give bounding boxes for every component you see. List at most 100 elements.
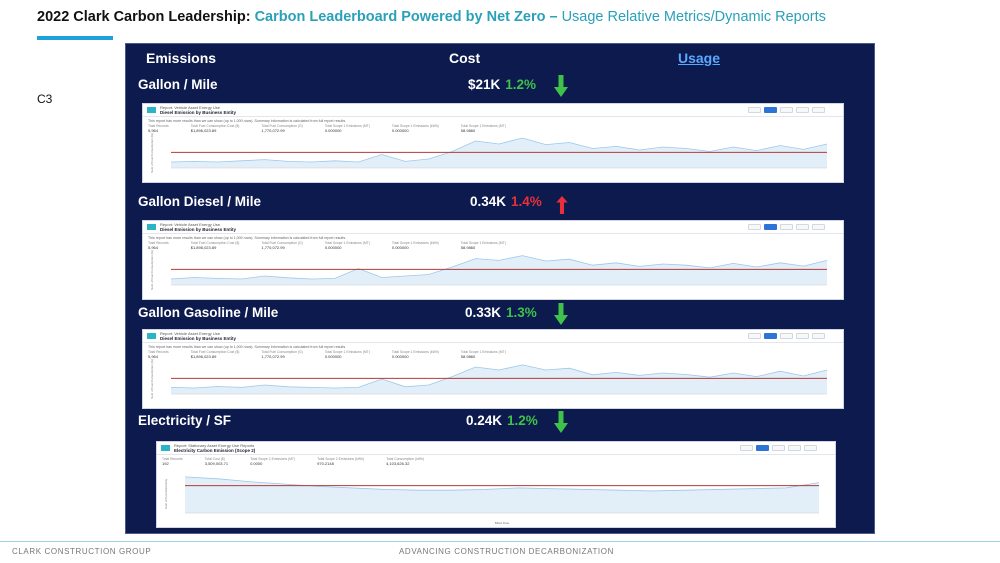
change-percent: 1.2%: [507, 413, 538, 428]
kpi-value: 0.000000: [324, 244, 342, 250]
title-highlight: Carbon Leaderboard Powered by Net Zero –: [254, 9, 562, 25]
chart-series-line: [170, 255, 828, 280]
chart-area-fill: [171, 255, 827, 285]
report-header-bar: Report: Vehicle Asset Energy Use Diesel E…: [143, 330, 843, 343]
kpi-label: Total Scope 1 Emissions (kWh): [391, 241, 439, 245]
app-logo-icon: [147, 107, 156, 113]
change-percent: 1.4%: [511, 194, 542, 209]
page-title: 2022 Clark Carbon Leadership: Carbon Lea…: [37, 9, 826, 25]
kpi-item: Total Scope 1 Emissions (MT) 58.9860: [461, 241, 506, 250]
report-kpis: Total Records 5,964 Total Fuel Consumption…: [148, 124, 643, 133]
report-control-button[interactable]: [788, 445, 801, 451]
change-percent: 1.2%: [505, 77, 537, 92]
report-control-button[interactable]: [796, 107, 809, 113]
report-control-button[interactable]: [812, 333, 825, 339]
report-kpis: Total Records 5,964 Total Fuel Consumption…: [148, 241, 643, 250]
report-control-button[interactable]: [764, 224, 777, 230]
metrics-panel: Emissions Cost Usage Gallon / Mile $21K 1.…: [125, 43, 875, 534]
arrow-down-icon: [554, 75, 568, 97]
slide-code-label: C3: [37, 92, 53, 106]
report-line-chart: Sum of Fuel Consumption (G): [150, 250, 828, 290]
metric-name: Gallon Diesel / Mile: [138, 194, 262, 209]
kpi-item: Total Records 5,964: [148, 350, 169, 359]
kpi-item: Total Fuel Consumption Cost ($) $1,896,02…: [191, 350, 240, 359]
kpi-value: $1,896,023.89: [190, 353, 217, 359]
kpi-item: Total Records 5,964: [148, 241, 169, 250]
kpi-label: Total Scope 2 Emissions (MT): [250, 457, 296, 461]
chart-series-line: [170, 364, 828, 389]
report-control-button[interactable]: [764, 333, 777, 339]
kpi-label: Total Scope 1 Emissions (MT): [460, 124, 506, 128]
metric-name: Gallon Gasoline / Mile: [138, 305, 279, 320]
kpi-label: Total Fuel Consumption Cost ($): [190, 124, 240, 128]
report-control-button[interactable]: [748, 333, 761, 339]
report-control-button[interactable]: [740, 445, 753, 451]
report-header-bar: Report: Vehicle Asset Energy Use Diesel E…: [143, 104, 843, 117]
kpi-value: 5,964: [148, 127, 159, 133]
chart-y-label: Sum of Fuel Consumption (G): [150, 133, 154, 173]
kpi-label: Total Cost ($): [204, 457, 225, 461]
report-source-name: Report: Stationary Asset Energy Use Repo…: [174, 443, 255, 448]
report-control-button[interactable]: [780, 107, 793, 113]
report-control-button[interactable]: [748, 224, 761, 230]
kpi-value: 0.0000: [250, 460, 263, 466]
kpi-item: Total Scope 1 Emissions (MT) 0.000000: [325, 124, 370, 133]
report-controls: [748, 107, 825, 113]
metric-name: Electricity / SF: [138, 413, 232, 428]
report-control-button[interactable]: [796, 224, 809, 230]
footer-divider: [0, 541, 1000, 542]
kpi-value: 58.9860: [460, 244, 476, 250]
report-control-button[interactable]: [772, 445, 785, 451]
kpi-item: Total Scope 1 Emissions (kWh) 0.000000: [392, 124, 439, 133]
kpi-item: Total Scope 2 Emissions (kWh) 970.2148: [317, 457, 364, 466]
kpi-value: 0.000000: [324, 127, 342, 133]
report-control-button[interactable]: [812, 107, 825, 113]
report-title: Diesel Emission by Business Entity: [160, 336, 237, 341]
report-control-button[interactable]: [756, 445, 769, 451]
kpi-item: Total Fuel Consumption (G) 1,770,072.99: [261, 241, 302, 250]
emissions-header: Emissions: [146, 50, 217, 66]
kpi-label: Total Records: [148, 124, 169, 128]
report-control-button[interactable]: [804, 445, 817, 451]
kpi-value: 3,509,003.71: [204, 460, 229, 466]
usage-link[interactable]: Usage: [678, 50, 721, 66]
report-note: This report has more results than we can…: [148, 345, 347, 349]
cost-header: Cost: [449, 50, 481, 66]
report-screenshot: Report: Vehicle Asset Energy Use Diesel E…: [142, 220, 844, 300]
kpi-value: $1,896,023.89: [190, 127, 217, 133]
footer-tagline: ADVANCING CONSTRUCTION DECARBONIZATION: [399, 547, 614, 556]
title-subtitle: Usage Relative Metrics/Dynamic Reports: [561, 9, 826, 25]
kpi-label: Total Fuel Consumption (G): [261, 241, 303, 245]
metric-value: 0.34K 1.4%: [470, 194, 542, 209]
cost-value: 0.34K: [470, 194, 507, 209]
kpi-value: 4,103,626.32: [386, 460, 410, 466]
kpi-value: 1,770,072.99: [261, 244, 285, 250]
footer-company: CLARK CONSTRUCTION GROUP: [12, 547, 152, 556]
kpi-label: Total Scope 1 Emissions (MT): [324, 241, 370, 245]
change-percent: 1.3%: [506, 305, 537, 320]
kpi-label: Total Fuel Consumption Cost ($): [190, 350, 240, 354]
report-control-button[interactable]: [764, 107, 777, 113]
kpi-value: 1,770,072.99: [261, 353, 285, 359]
title-accent-bar: [37, 36, 113, 40]
kpi-label: Total Scope 1 Emissions (kWh): [391, 350, 439, 354]
chart-area-fill: [171, 138, 827, 168]
report-control-button[interactable]: [796, 333, 809, 339]
report-control-button[interactable]: [780, 224, 793, 230]
kpi-label: Total Consumption (kWh): [386, 457, 425, 461]
report-header-bar: Report: Stationary Asset Energy Use Repo…: [157, 442, 835, 455]
report-note: This report has more results than we can…: [148, 236, 347, 240]
report-control-button[interactable]: [748, 107, 761, 113]
kpi-label: Total Scope 1 Emissions (MT): [460, 241, 506, 245]
report-line-chart: Sum of Fuel Consumption (G): [150, 359, 828, 399]
report-control-button[interactable]: [780, 333, 793, 339]
metric-value: 0.24K 1.2%: [466, 413, 538, 428]
report-control-button[interactable]: [812, 224, 825, 230]
kpi-value: 970.2148: [317, 460, 334, 466]
report-source-name: Report: Vehicle Asset Energy Use: [160, 222, 221, 227]
report-kpis: Total Records 5,964 Total Fuel Consumption…: [148, 350, 643, 359]
kpi-item: Total Scope 1 Emissions (MT) 58.9860: [461, 124, 506, 133]
kpi-value: 0.000000: [391, 127, 409, 133]
report-title: Diesel Emission by Business Entity: [160, 227, 237, 232]
chart-y-label: Sum of Fuel Consumption (G): [150, 250, 154, 290]
